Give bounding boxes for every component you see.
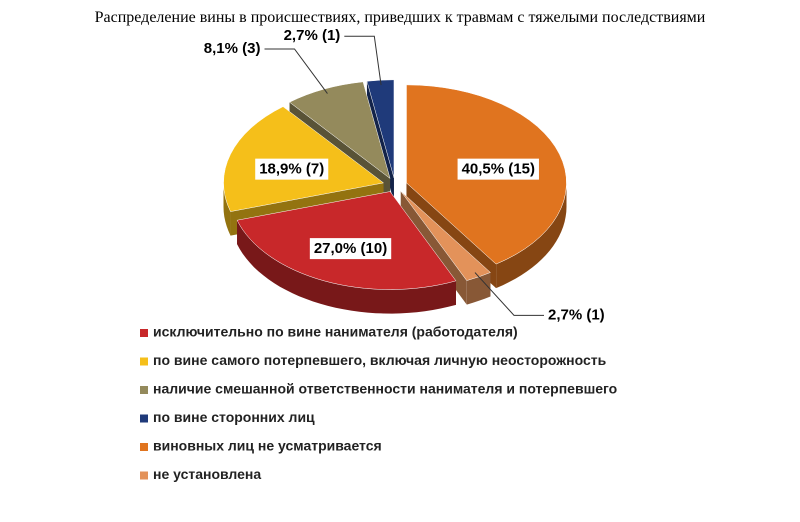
data-label: 2,7% (1) [548, 306, 605, 323]
chart-title: Распределение вины в происшествиях, прив… [95, 9, 706, 26]
slice-rim [496, 182, 567, 289]
legend-swatch [140, 386, 148, 394]
legend-label: по вине самого потерпевшего, включая лич… [153, 352, 607, 368]
legend-label: наличие смешанной ответственности нанима… [153, 381, 617, 397]
data-label-box [309, 238, 392, 260]
data-label: 27,0% (10) [314, 240, 387, 257]
legend-label: исключительно по вине нанимателя (работо… [153, 324, 518, 340]
leader-line [264, 48, 328, 94]
leader-line [474, 272, 544, 316]
data-label: 18,9% (7) [259, 161, 324, 178]
legend-swatch [140, 471, 148, 480]
legend-label: виновных лиц не усматривается [153, 438, 382, 454]
legend-swatch [140, 357, 148, 366]
legend-swatch [140, 329, 148, 337]
data-label-box [255, 158, 329, 180]
leader-line [344, 35, 382, 86]
legend-swatch [140, 414, 148, 423]
slice-rim [237, 220, 456, 314]
data-label: 2,7% (1) [284, 27, 341, 44]
legend-label: не установлена [153, 466, 261, 482]
data-label: 40,5% (15) [462, 161, 535, 178]
legend-label: по вине сторонних лиц [153, 409, 315, 425]
data-label: 8,1% (3) [204, 40, 261, 57]
data-label-box [457, 158, 539, 180]
slice-rim [223, 182, 231, 236]
legend-swatch [140, 443, 148, 451]
slice-rim [466, 272, 491, 305]
